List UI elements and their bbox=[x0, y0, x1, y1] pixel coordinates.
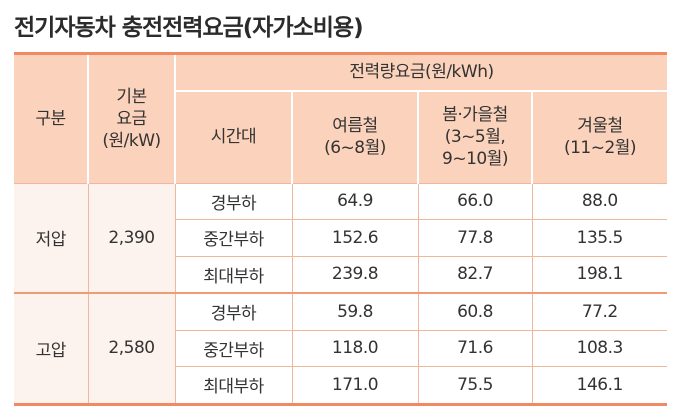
table-row: 최대부하 239.8 82.7 198.1 bbox=[14, 255, 667, 294]
cell-winter: 146.1 bbox=[531, 366, 667, 405]
cell-winter: 135.5 bbox=[531, 219, 667, 257]
base-fee: 2,390 bbox=[87, 182, 176, 294]
cell-winter: 198.1 bbox=[531, 255, 667, 294]
header-spring-fall: 봄·가을철 (3~5월, 9~10월) bbox=[417, 91, 533, 183]
table-row: 중간부하 118.0 71.6 108.3 bbox=[14, 329, 667, 367]
header-winter: 겨울철 (11~2월) bbox=[531, 91, 667, 183]
page-title: 전기자동차 충전전력요금(자가소비용) bbox=[14, 15, 364, 41]
cell-winter: 77.2 bbox=[531, 292, 667, 331]
cell-spring-fall: 60.8 bbox=[417, 292, 533, 331]
cell-spring-fall: 66.0 bbox=[417, 182, 533, 220]
cell-summer: 152.6 bbox=[291, 219, 419, 257]
cell-slot: 중간부하 bbox=[175, 219, 293, 257]
cell-winter: 108.3 bbox=[531, 329, 667, 367]
header-summer: 여름철 (6~8월) bbox=[291, 91, 419, 183]
base-fee: 2,580 bbox=[87, 292, 176, 405]
header-base-fee: 기본 요금 (원/kW) bbox=[87, 53, 176, 183]
header-energy-fee: 전력량요금(원/kWh) bbox=[174, 53, 667, 92]
cell-slot: 중간부하 bbox=[175, 329, 293, 367]
voltage-type: 고압 bbox=[14, 292, 89, 405]
cell-slot: 최대부하 bbox=[175, 255, 293, 294]
table-row: 고압 2,580 경부하 59.8 60.8 77.2 bbox=[14, 292, 667, 405]
cell-summer: 64.9 bbox=[291, 182, 419, 220]
cell-slot: 경부하 bbox=[174, 292, 293, 331]
table-row: 최대부하 171.0 75.5 146.1 bbox=[14, 366, 667, 405]
cell-spring-fall: 75.5 bbox=[417, 366, 533, 405]
cell-summer: 118.0 bbox=[291, 329, 419, 367]
cell-summer: 239.8 bbox=[291, 255, 419, 294]
header-category: 구분 bbox=[14, 53, 89, 183]
cell-spring-fall: 82.7 bbox=[417, 255, 533, 294]
cell-summer: 171.0 bbox=[291, 366, 419, 405]
cell-slot: 최대부하 bbox=[175, 366, 293, 405]
cell-spring-fall: 77.8 bbox=[417, 219, 533, 257]
header-time-slot: 시간대 bbox=[175, 91, 293, 183]
cell-slot: 경부하 bbox=[174, 182, 293, 220]
cell-spring-fall: 71.6 bbox=[417, 329, 533, 367]
table-row: 저압 2,390 경부하 64.9 66.0 88.0 bbox=[14, 182, 667, 294]
cell-winter: 88.0 bbox=[531, 182, 667, 220]
ev-charging-rate-table: 구분 기본 요금 (원/kW) 전력량요금(원/kWh) 시간대 여름철 (6~8월)… bbox=[14, 52, 667, 406]
cell-summer: 59.8 bbox=[291, 292, 419, 331]
voltage-type: 저압 bbox=[14, 182, 89, 294]
